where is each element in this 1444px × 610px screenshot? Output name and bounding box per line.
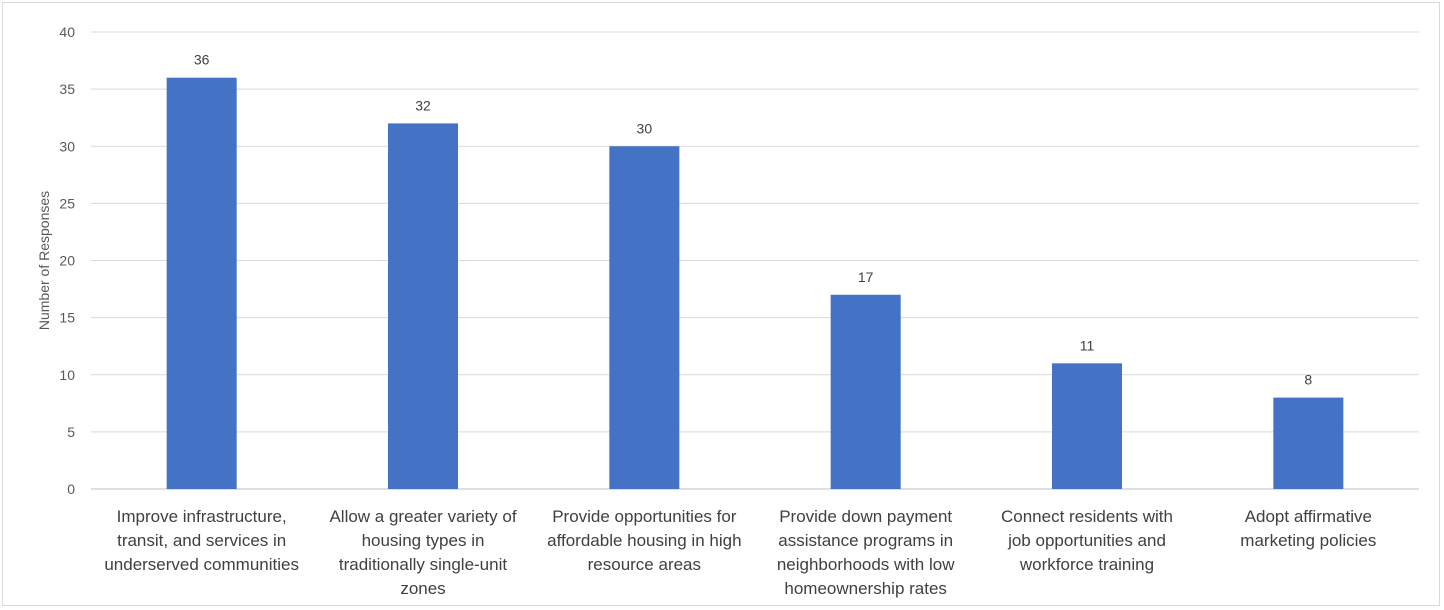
data-label: 17 [858, 269, 874, 285]
data-label: 8 [1304, 372, 1312, 388]
y-tick-label: 40 [59, 24, 75, 40]
y-tick-label: 35 [59, 81, 75, 97]
bar [830, 294, 901, 489]
y-axis-ticks: 0 5 10 15 20 25 30 35 40 [59, 24, 75, 497]
bar [388, 123, 458, 490]
y-tick-label: 15 [59, 310, 75, 326]
y-tick-label: 0 [67, 481, 75, 497]
x-category-label: Allow a greater variety of housing types … [329, 507, 516, 598]
data-label: 36 [194, 52, 210, 68]
bars [166, 77, 1344, 490]
y-tick-label: 5 [67, 424, 75, 440]
x-category-label: Adopt affirmative marketing policies [1240, 507, 1376, 550]
y-tick-label: 25 [59, 195, 75, 211]
bar [1273, 397, 1344, 489]
x-category-label: Provide down payment assistance programs … [777, 507, 955, 598]
bar [609, 146, 680, 489]
data-label: 30 [637, 120, 653, 136]
bar [1052, 363, 1122, 489]
x-category-label: Provide opportunities for affordable hous… [547, 507, 741, 574]
data-label: 32 [415, 97, 431, 113]
data-labels: 36 32 30 17 11 8 [194, 52, 1313, 388]
bar [166, 77, 237, 489]
y-tick-label: 10 [59, 367, 75, 383]
x-category-label: Connect residents with job opportunities … [1001, 507, 1173, 574]
x-category-label: Improve infrastructure, transit, and serv… [104, 507, 299, 574]
x-axis-categories: Improve infrastructure, transit, and serv… [104, 507, 1376, 598]
y-tick-label: 20 [59, 253, 75, 269]
y-axis-title: Number of Responses [36, 191, 52, 330]
gridlines [91, 31, 1419, 490]
y-tick-label: 30 [59, 138, 75, 154]
data-label: 11 [1080, 337, 1095, 353]
bar-chart: 0 5 10 15 20 25 30 35 40 36 32 30 17 11 8 Improve inf… [36, 24, 1419, 598]
